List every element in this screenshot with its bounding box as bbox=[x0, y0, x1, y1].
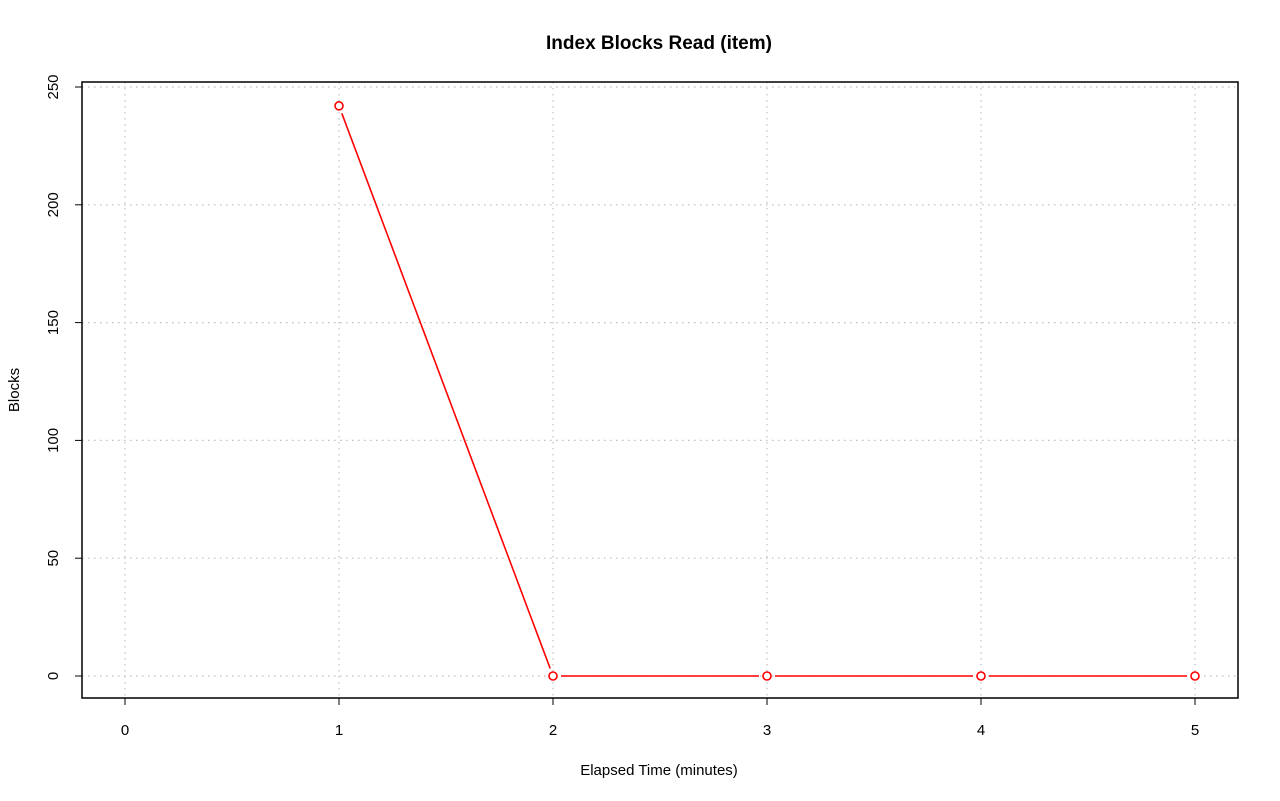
x-tick-label: 1 bbox=[335, 722, 343, 739]
y-axis: 0 50 100 150 200 250 bbox=[45, 74, 82, 680]
x-axis-label: Elapsed Time (minutes) bbox=[580, 762, 738, 779]
chart-title: Index Blocks Read (item) bbox=[546, 33, 772, 54]
y-axis-label: Blocks bbox=[6, 368, 23, 412]
y-tick-label: 250 bbox=[45, 74, 62, 99]
y-tick-label: 0 bbox=[45, 672, 62, 680]
y-tick-label: 200 bbox=[45, 192, 62, 217]
grid bbox=[82, 82, 1238, 698]
data-point bbox=[1190, 671, 1200, 681]
x-axis: 0 1 2 3 4 5 bbox=[121, 698, 1199, 739]
y-tick-label: 50 bbox=[45, 550, 62, 567]
x-tick-label: 5 bbox=[1191, 722, 1199, 739]
x-tick-label: 3 bbox=[763, 722, 771, 739]
series-layer bbox=[334, 101, 1200, 681]
data-point bbox=[548, 671, 558, 681]
data-point bbox=[334, 101, 344, 111]
x-tick-label: 0 bbox=[121, 722, 129, 739]
x-tick-label: 4 bbox=[977, 722, 985, 739]
data-point bbox=[762, 671, 772, 681]
y-tick-label: 100 bbox=[45, 428, 62, 453]
plot-frame bbox=[81, 81, 1239, 699]
data-point bbox=[976, 671, 986, 681]
x-tick-label: 2 bbox=[549, 722, 557, 739]
series-line-segment bbox=[341, 113, 551, 669]
y-tick-label: 150 bbox=[45, 310, 62, 335]
